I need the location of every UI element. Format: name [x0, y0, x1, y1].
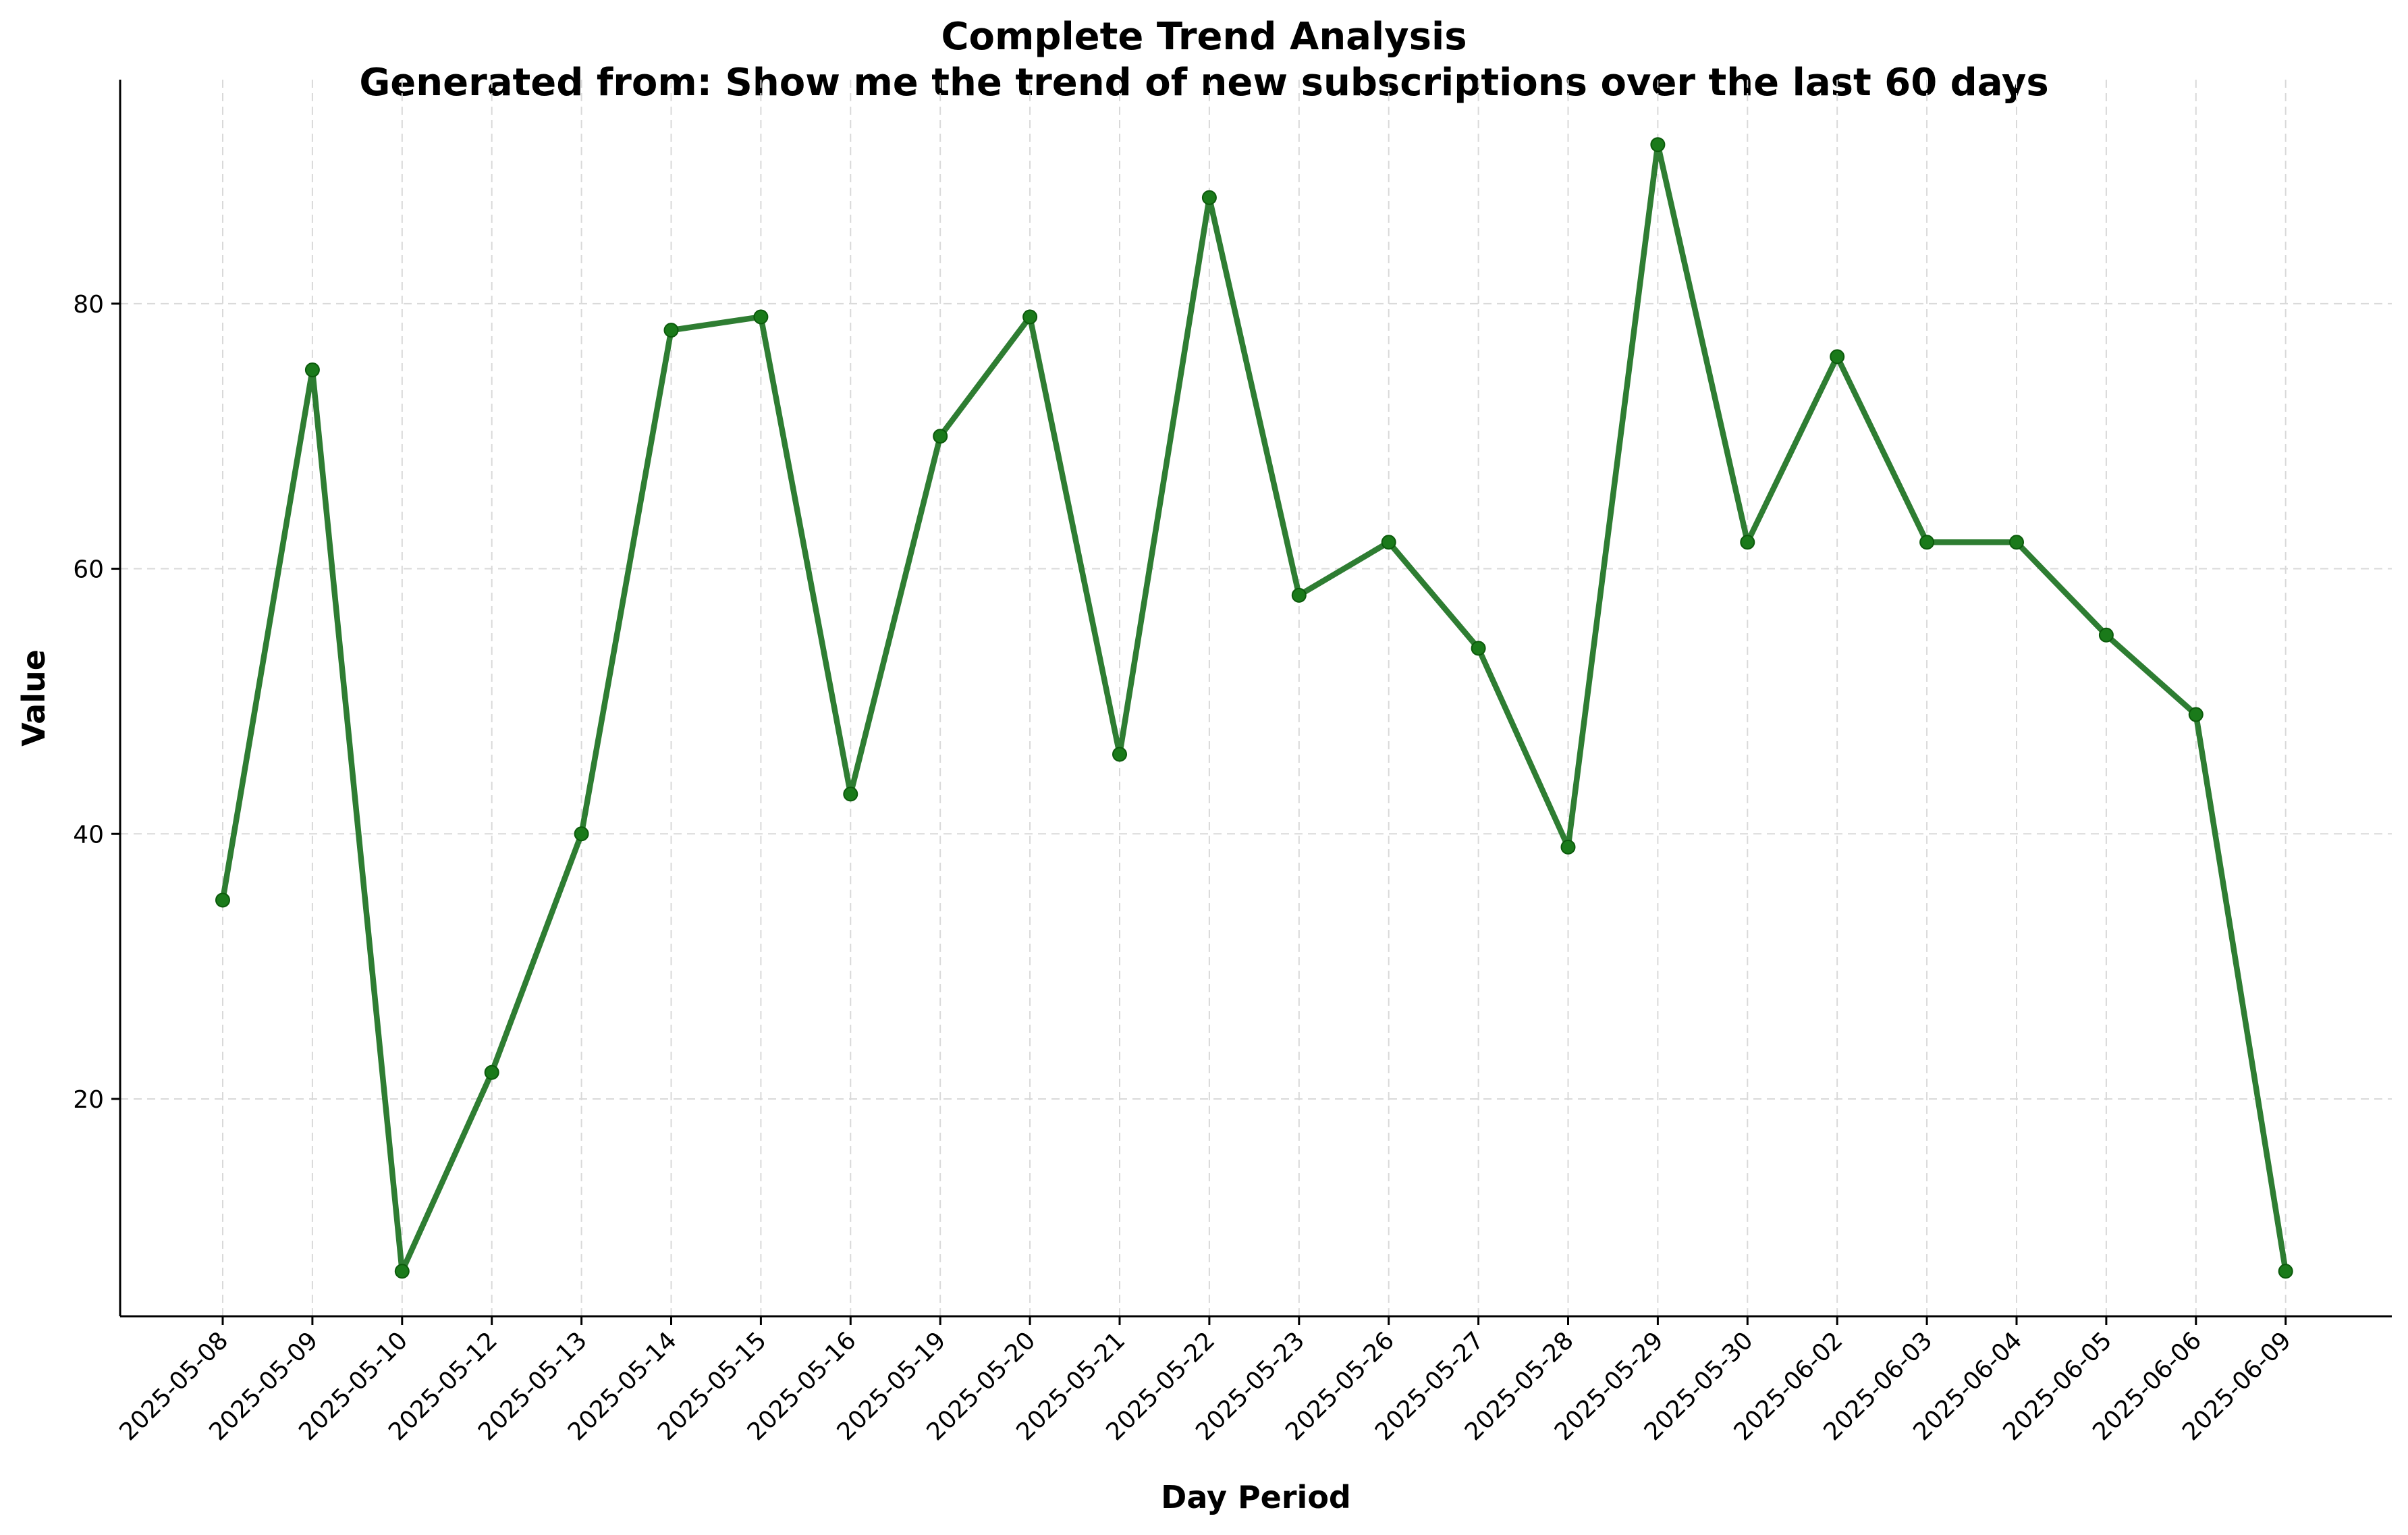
data-point — [2009, 535, 2024, 550]
y-tick-label: 60 — [73, 556, 104, 584]
chart-subtitle: Generated from: Show me the trend of new… — [359, 61, 2048, 105]
data-point — [1919, 535, 1935, 550]
data-point — [663, 323, 679, 338]
data-point — [1650, 137, 1666, 153]
data-point — [1381, 535, 1396, 550]
data-point — [2278, 1264, 2293, 1279]
data-point — [843, 786, 858, 802]
data-point — [304, 362, 320, 378]
y-tick-label: 20 — [73, 1086, 104, 1114]
data-point — [1471, 641, 1486, 656]
data-point — [1740, 535, 1755, 550]
y-axis-title: Value — [16, 649, 52, 747]
data-point — [394, 1264, 410, 1279]
y-tick-label: 40 — [73, 821, 104, 849]
series-layer — [215, 137, 2293, 1279]
chart-title: Complete Trend Analysis — [941, 15, 1467, 59]
y-tick-labels: 20 40 60 80 — [73, 291, 104, 1114]
data-point — [1112, 747, 1127, 762]
data-point — [1830, 349, 1845, 365]
axis-ticks — [111, 302, 2287, 1325]
data-point — [484, 1065, 499, 1080]
x-tick-labels: 2025-05-082025-05-092025-05-102025-05-12… — [114, 1326, 2297, 1446]
data-point — [2098, 627, 2114, 643]
data-point — [215, 892, 230, 908]
grid-lines — [120, 80, 2392, 1316]
y-tick-label: 80 — [73, 291, 104, 319]
data-point — [2188, 707, 2204, 722]
data-point — [1201, 190, 1217, 205]
series-line — [219, 141, 2289, 1274]
x-axis-title: Day Period — [1161, 1479, 1351, 1515]
data-point — [574, 826, 589, 842]
data-point — [1022, 309, 1038, 325]
data-point — [933, 429, 948, 444]
data-point — [1291, 587, 1307, 603]
data-point — [753, 309, 769, 325]
data-point — [1560, 839, 1576, 855]
